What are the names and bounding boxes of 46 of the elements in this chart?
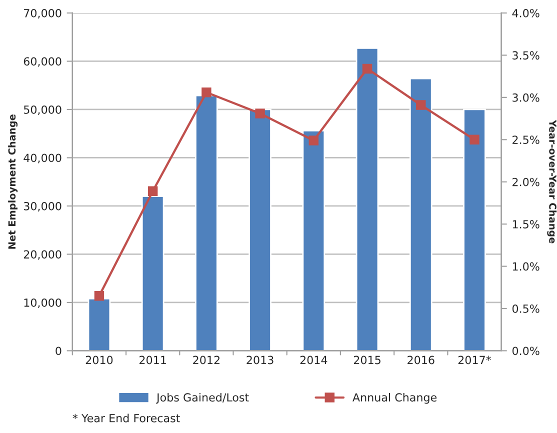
bar <box>356 48 379 351</box>
text: * Year End Forecast <box>72 414 180 422</box>
bar <box>409 78 432 351</box>
point <box>94 290 104 301</box>
bar <box>302 130 326 351</box>
point <box>416 100 426 110</box>
point <box>470 134 480 145</box>
y2-tick-label: 3.0% <box>512 93 540 102</box>
point <box>255 108 265 118</box>
y2-tick-label: 1.5% <box>512 220 540 228</box>
bar <box>195 94 218 351</box>
y2-tick-label: 3.5% <box>512 51 540 60</box>
y2-tick-label: 0.5% <box>512 304 540 313</box>
y-tick-label: 60,000 <box>24 57 62 67</box>
y-tick-label: 0 <box>56 346 62 356</box>
legend-label: Annual Change <box>352 392 437 404</box>
y-tick-label: 40,000 <box>24 154 62 164</box>
y2-tick-label: 0.0% <box>512 346 540 356</box>
x-tick-label: 2011 <box>140 356 166 364</box>
y2-tick-label: 2.5% <box>512 136 540 144</box>
y-tick-label: 30,000 <box>24 202 62 212</box>
legend-label: Jobs Gained/Lost <box>156 392 249 404</box>
y-tick-label: 70,000 <box>24 8 62 19</box>
bar <box>141 196 164 351</box>
x-tick-label: 2012 <box>193 356 220 364</box>
bar <box>463 108 486 351</box>
point <box>308 136 319 146</box>
y2-tick-label: 2.0% <box>512 178 540 186</box>
y-tick-label: 20,000 <box>24 250 62 260</box>
x-tick-label: 2017* <box>458 356 492 364</box>
y-axis-title: Net Employment Change <box>8 114 18 249</box>
y2-tick-label: 4.0% <box>512 8 540 18</box>
point <box>148 186 158 196</box>
bar <box>88 298 111 351</box>
y-tick-label: 50,000 <box>24 105 62 115</box>
x-tick-label: 2013 <box>246 356 274 364</box>
point <box>202 87 212 98</box>
x-tick-label: 2016 <box>408 356 434 364</box>
y2-tick-label: 1.0% <box>512 262 540 271</box>
bar <box>248 108 272 351</box>
point <box>362 64 372 74</box>
y2-axis-title: Year-over-Year Change <box>547 120 557 244</box>
y-tick-label: 10,000 <box>24 298 62 308</box>
x-tick-label: 2015 <box>354 356 380 364</box>
x-tick-label: 2014 <box>300 356 328 364</box>
x-tick-label: 2010 <box>86 356 113 364</box>
